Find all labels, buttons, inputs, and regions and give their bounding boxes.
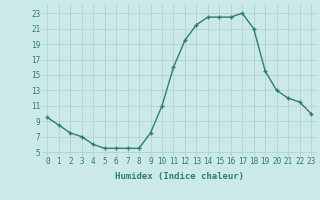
X-axis label: Humidex (Indice chaleur): Humidex (Indice chaleur) bbox=[115, 172, 244, 181]
